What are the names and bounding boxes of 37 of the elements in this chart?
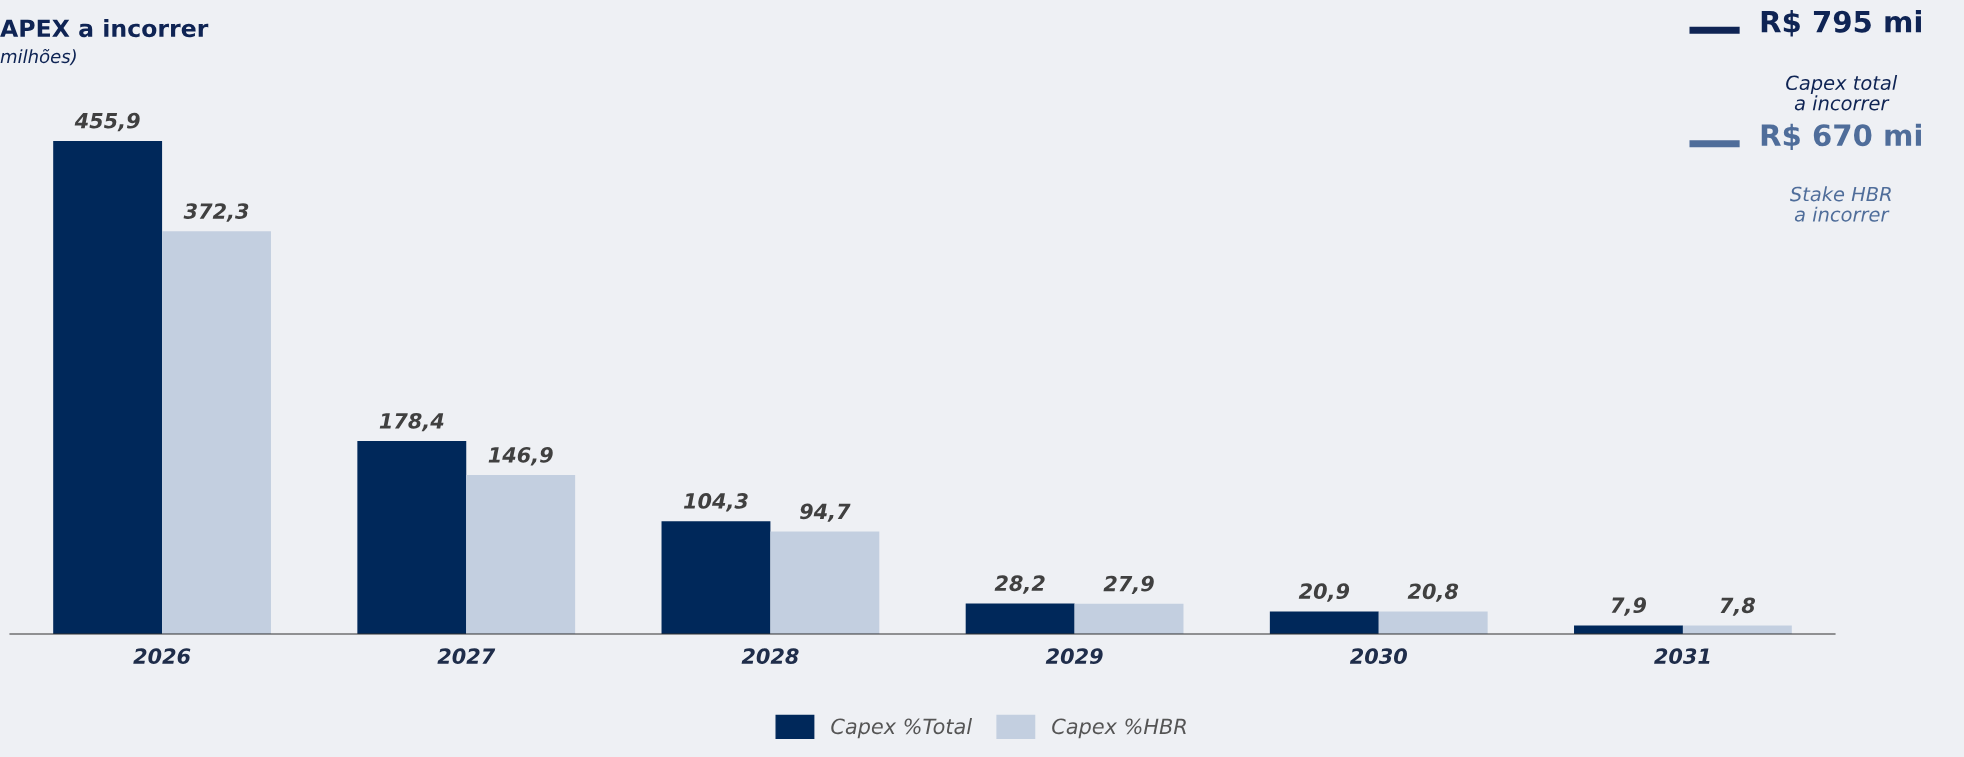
bar bbox=[357, 441, 467, 634]
annotation: Stake HBR a incorrer bbox=[1789, 186, 1891, 222]
bar bbox=[53, 140, 163, 634]
text: Capex total a incorrer bbox=[1786, 75, 1898, 111]
x-tick-label: 2029 bbox=[1045, 648, 1103, 665]
chart-title: APEX a incorrer bbox=[0, 18, 209, 38]
x-tick-label: 2030 bbox=[1349, 648, 1407, 665]
bar bbox=[1378, 611, 1488, 634]
chart-subtitle: milhões) bbox=[0, 48, 76, 66]
data-label: 7,9 bbox=[1611, 597, 1647, 616]
bar bbox=[162, 231, 271, 634]
data-label: 7,8 bbox=[1720, 597, 1756, 616]
annotation: R$ 670 mi bbox=[1761, 123, 1921, 151]
bar bbox=[466, 475, 576, 634]
data-label: 94,7 bbox=[800, 503, 851, 522]
bar bbox=[770, 531, 880, 634]
data-label: 27,9 bbox=[1103, 575, 1154, 595]
x-tick-label: 2027 bbox=[437, 648, 496, 665]
data-label: 455,9 bbox=[74, 112, 140, 132]
data-label: 372,3 bbox=[183, 203, 249, 222]
legend-label: Capex %Total bbox=[831, 718, 972, 739]
bar bbox=[1269, 611, 1379, 634]
x-tick-label: 2031 bbox=[1654, 648, 1710, 665]
data-label: 146,9 bbox=[488, 447, 553, 466]
x-tick-label: 2026 bbox=[133, 648, 191, 665]
data-label: 28,2 bbox=[994, 575, 1045, 594]
bar bbox=[1574, 625, 1683, 634]
data-label: 20,8 bbox=[1407, 583, 1459, 602]
text: R$ 795 mi bbox=[1761, 10, 1921, 37]
x-tick-label: 2028 bbox=[741, 648, 799, 665]
bar bbox=[1074, 603, 1184, 634]
bar bbox=[965, 603, 1075, 634]
legend-label: Capex %HBR bbox=[1052, 718, 1186, 739]
data-label: 104,3 bbox=[683, 493, 748, 512]
data-label: 178,4 bbox=[379, 412, 444, 432]
bar bbox=[661, 521, 771, 634]
data-label: 20,9 bbox=[1298, 583, 1350, 602]
